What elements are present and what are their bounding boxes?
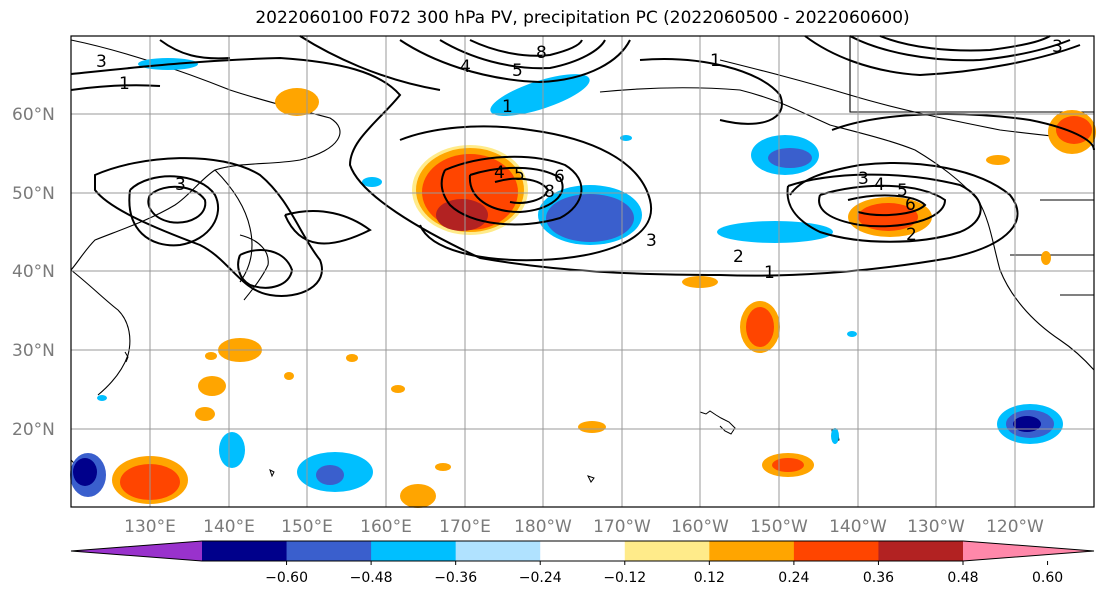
contour-label: 1 [502,97,513,117]
colorbar-swatch [286,541,372,561]
lon-label: 170°W [593,517,651,537]
colorbar-tick-label: 0.36 [863,570,894,586]
colorbar-extend-max [963,541,1094,561]
contour-label: 2 [733,247,744,267]
contour-label: 6 [554,167,565,187]
contour-label: 1 [764,263,775,283]
lon-label: 160°W [671,517,729,537]
colorbar-swatch [709,541,795,561]
lat-label: 40°N [12,262,55,282]
colorbar-tick-label: 0.60 [1032,570,1063,586]
colorbar: −0.60 −0.48 −0.36 −0.24 −0.12 0.12 0.24 0.36 0.4… [70,540,1095,586]
contour-label: 5 [514,165,525,185]
pv-contours [70,35,1095,297]
lon-label: 170°E [439,517,491,537]
colorbar-tick-label: −0.12 [603,570,646,586]
contour-label: 3 [858,169,869,189]
contour-label: 3 [175,175,186,195]
lon-label: 180°W [514,517,572,537]
lon-label: 140°E [203,517,255,537]
contour-label: 4 [460,57,471,77]
contour-label: 5 [897,181,908,201]
colorbar-tick-label: −0.36 [434,570,477,586]
lon-label: 140°W [829,517,887,537]
map-title: 2022060100 F072 300 hPa PV, precipitatio… [255,8,910,28]
lon-label: 120°W [986,517,1044,537]
colorbar-tick-label: 0.12 [694,570,725,586]
colorbar-outline [70,540,1095,562]
contour-label: 6 [905,195,916,215]
contour-label: 3 [1052,37,1063,57]
lon-label: 160°E [360,517,412,537]
lat-label: 50°N [12,184,55,204]
graticule [71,36,1094,507]
contour-label: 1 [119,74,130,94]
longitude-labels: 130°E 140°E 150°E 160°E 170°E 180°W 170°… [124,517,1044,537]
contour-label: 2 [906,225,917,245]
contour-label: 8 [536,43,547,63]
colorbar-swatch [455,541,541,561]
lon-label: 150°E [281,517,333,537]
colorbar-swatch [793,541,879,561]
colorbar-swatch [540,541,626,561]
colorbar-tick-label: −0.60 [265,570,308,586]
contour-label: 4 [494,163,505,183]
colorbar-swatch [371,541,457,561]
colorbar-tick-label: 0.48 [947,570,978,586]
colorbar-tick-label: −0.48 [350,570,393,586]
lon-label: 130°W [907,517,965,537]
contour-label: 1 [710,51,721,71]
contour-label: 4 [874,175,885,195]
contour-label: 3 [96,52,107,72]
lon-label: 130°E [124,517,176,537]
colorbar-swatch [624,541,710,561]
colorbar-swatch [878,541,964,561]
lat-label: 20°N [12,420,55,440]
contour-label: 8 [544,182,555,202]
lat-label: 30°N [12,341,55,361]
lat-label: 60°N [12,105,55,125]
map-frame [70,35,1095,508]
colorbar-tick-label: 0.24 [778,570,809,586]
lon-label: 150°W [750,517,808,537]
contour-label: 3 [646,231,657,251]
colorbar-swatch [202,541,288,561]
colorbar-tick-label: −0.24 [519,570,562,586]
contour-label: 5 [512,61,523,81]
latitude-labels: 60°N 50°N 40°N 30°N 20°N [12,105,55,440]
contour-labels: 3 1 4 5 8 3 1 4 5 6 8 3 2 1 3 4 5 6 2 3 … [96,37,1063,283]
colorbar-extend-min [71,541,202,561]
